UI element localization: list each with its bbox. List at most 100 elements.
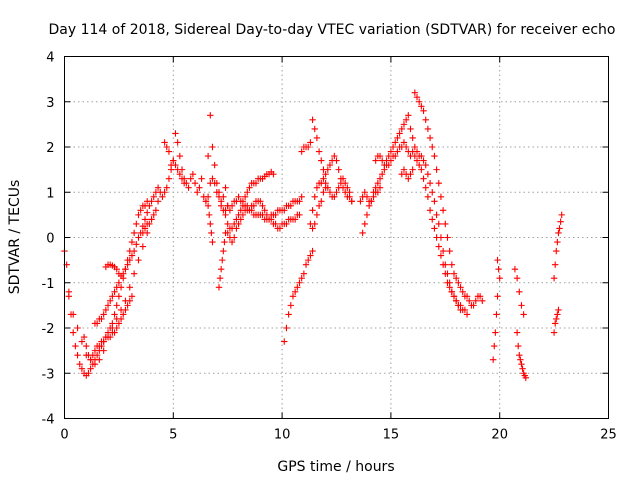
data-point (555, 306, 562, 314)
data-point (204, 202, 212, 210)
data-point (208, 229, 215, 237)
data-point (135, 211, 142, 219)
data-point (89, 351, 96, 359)
data-point (514, 342, 522, 350)
data-point (296, 211, 303, 219)
data-point (70, 329, 77, 336)
data-point (130, 247, 138, 255)
series-arc-h (159, 157, 188, 200)
data-point (159, 193, 166, 200)
data-point (461, 306, 469, 314)
data-point (296, 198, 303, 205)
data-point (237, 216, 244, 223)
data-point (424, 170, 432, 178)
data-point (113, 265, 120, 273)
y-tick-label: -3 (42, 367, 55, 382)
data-point (415, 161, 423, 169)
data-point (78, 338, 86, 345)
data-point (276, 225, 284, 232)
data-point (139, 229, 147, 237)
data-point (309, 116, 316, 124)
data-point (298, 193, 305, 200)
series-arc-q (309, 184, 329, 232)
data-point (331, 152, 338, 160)
data-point (450, 293, 458, 300)
data-point (402, 143, 410, 151)
data-point (396, 130, 403, 137)
data-point (444, 234, 451, 241)
data-point (80, 333, 88, 341)
data-point (439, 207, 447, 214)
data-point (281, 207, 288, 214)
y-tick-label: 3 (46, 96, 54, 111)
data-point (189, 170, 197, 178)
data-point (411, 143, 419, 151)
data-point (239, 211, 247, 219)
data-point (400, 166, 408, 173)
data-point (124, 261, 131, 268)
data-point (196, 184, 203, 191)
data-point (87, 365, 94, 372)
data-point (165, 175, 173, 182)
data-point (550, 275, 558, 282)
data-point (252, 180, 260, 187)
data-point (291, 288, 299, 295)
data-point (455, 279, 462, 286)
plot-border (64, 56, 609, 419)
data-point (431, 198, 438, 205)
data-point (400, 139, 408, 146)
data-point (411, 89, 419, 96)
data-point (137, 207, 144, 214)
data-point (113, 284, 120, 291)
data-point (217, 265, 225, 273)
x-tick-label: 0 (60, 428, 68, 443)
data-point (270, 170, 277, 178)
data-point (100, 311, 107, 318)
data-point (400, 121, 408, 128)
data-point (261, 207, 268, 214)
data-point (115, 293, 123, 300)
data-point (442, 261, 449, 268)
data-point (294, 284, 301, 291)
data-point (165, 148, 173, 155)
data-point (96, 356, 103, 363)
data-point (204, 193, 212, 200)
data-point (376, 184, 384, 191)
data-point (283, 220, 290, 228)
data-point (320, 189, 327, 196)
data-point (433, 211, 440, 219)
data-point (492, 329, 499, 336)
data-point (361, 189, 368, 196)
data-point (141, 216, 149, 223)
data-point (437, 234, 445, 241)
data-point (522, 374, 530, 381)
data-point (154, 198, 162, 205)
data-point (431, 152, 438, 160)
data-point (268, 216, 275, 223)
data-point (517, 356, 524, 363)
data-point (442, 220, 449, 228)
data-point (174, 139, 181, 146)
data-point (551, 320, 559, 327)
data-point (518, 302, 525, 309)
series-arc-u (357, 184, 384, 205)
data-point (407, 170, 414, 178)
data-point (209, 175, 216, 182)
data-point (100, 338, 107, 345)
data-point (172, 130, 179, 137)
data-point (402, 116, 410, 124)
data-point (511, 265, 519, 273)
data-point (407, 125, 414, 133)
series-arc-f (139, 189, 164, 237)
data-point (426, 134, 434, 142)
data-point (235, 193, 242, 200)
data-point (91, 347, 99, 354)
data-point (128, 238, 136, 246)
series-arc-s (372, 112, 471, 318)
data-point (117, 315, 125, 323)
data-point (313, 184, 321, 191)
data-point (135, 234, 142, 241)
data-point (553, 247, 560, 255)
data-point (413, 157, 421, 164)
data-point (450, 270, 458, 277)
